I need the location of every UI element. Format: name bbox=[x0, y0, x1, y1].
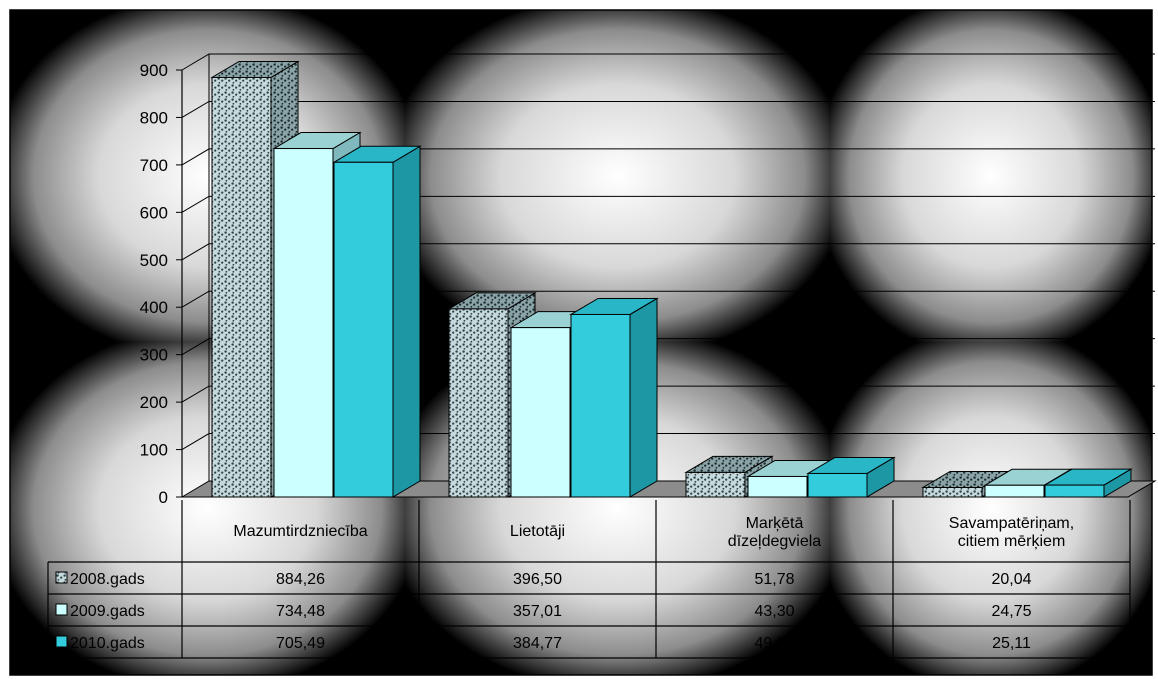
gridline bbox=[181, 385, 1155, 403]
bar-side bbox=[392, 145, 421, 498]
table-value: 357,01 bbox=[513, 603, 562, 620]
plot-background bbox=[9, 9, 1153, 676]
bar-front bbox=[984, 484, 1045, 498]
category-label: Mazumtirdzniecība bbox=[233, 523, 367, 540]
y-tick-label: 500 bbox=[140, 251, 168, 270]
bar-front bbox=[807, 472, 868, 498]
category-label: Savampatēriņam, citiem mērķiem bbox=[949, 515, 1074, 550]
table-value: 384,77 bbox=[513, 635, 562, 652]
y-tick-label: 0 bbox=[159, 488, 168, 507]
bar-front bbox=[922, 486, 983, 498]
bar-front bbox=[747, 475, 808, 498]
legend-key bbox=[55, 603, 68, 616]
gridline bbox=[181, 290, 1155, 308]
legend-key bbox=[55, 635, 68, 648]
gridline bbox=[181, 148, 1155, 166]
table-value: 25,11 bbox=[992, 635, 1031, 652]
bar bbox=[806, 456, 896, 498]
bar-front bbox=[570, 313, 631, 498]
table-value: 734,48 bbox=[276, 603, 325, 620]
bar-front bbox=[211, 76, 272, 498]
bar bbox=[1043, 468, 1133, 498]
gridline bbox=[181, 338, 1155, 356]
table-value: 396,50 bbox=[513, 571, 562, 588]
y-tick-label: 100 bbox=[140, 441, 168, 460]
table-value: 20,04 bbox=[991, 571, 1031, 588]
y-tick-label: 800 bbox=[140, 108, 168, 127]
bar-front bbox=[273, 148, 334, 498]
value-axis: 0 100 200 300 400 500 600 700 800 900 bbox=[140, 61, 183, 507]
bar-front bbox=[1044, 484, 1105, 498]
category-label-line: Mazumtirdzniecība bbox=[233, 523, 367, 540]
category-label-line: dīzeļdegviela bbox=[728, 533, 822, 550]
category-label-line: Marķētā bbox=[746, 515, 804, 532]
y-tick-label: 600 bbox=[140, 203, 168, 222]
y-tick-label: 900 bbox=[140, 61, 168, 80]
gridline bbox=[181, 243, 1155, 261]
bar-front bbox=[448, 308, 509, 498]
gridlines bbox=[180, 53, 1157, 498]
gridline bbox=[181, 53, 1155, 71]
gridline bbox=[181, 100, 1155, 118]
y-tick-label: 700 bbox=[140, 156, 168, 175]
table-value: 49,65 bbox=[754, 635, 794, 652]
bar-front bbox=[685, 471, 746, 498]
category-label: Lietotāji bbox=[510, 523, 565, 540]
y-tick-label: 400 bbox=[140, 298, 168, 317]
category-label-line: Lietotāji bbox=[510, 523, 565, 540]
table-value: 884,26 bbox=[276, 571, 325, 588]
table-value: 43,30 bbox=[754, 603, 794, 620]
gridline bbox=[181, 195, 1155, 213]
legend-label: 2008.gads bbox=[70, 571, 145, 588]
y-tick-label: 300 bbox=[140, 346, 168, 365]
gridline bbox=[181, 433, 1155, 450]
category-label-line: citiem mērķiem bbox=[958, 533, 1066, 550]
legend-label: 2010.gads bbox=[70, 635, 145, 652]
bar bbox=[569, 297, 659, 498]
bar-side bbox=[629, 297, 658, 498]
bar-front bbox=[510, 327, 571, 498]
bar-front bbox=[333, 161, 394, 498]
bar bbox=[332, 145, 422, 498]
legend-label: 2009.gads bbox=[70, 603, 145, 620]
category-label: Marķētā dīzeļdegviela bbox=[728, 515, 822, 550]
category-label-line: Savampatēriņam, bbox=[949, 515, 1074, 532]
table-value: 705,49 bbox=[276, 635, 325, 652]
bars bbox=[210, 60, 1133, 498]
y-tick-label: 200 bbox=[140, 393, 168, 412]
legend-key bbox=[55, 571, 68, 584]
data-table: Mazumtirdzniecība Lietotāji Marķētā dīzeļde… bbox=[47, 500, 1131, 659]
table-value: 24,75 bbox=[991, 603, 1031, 620]
table-value: 51,78 bbox=[754, 571, 794, 588]
